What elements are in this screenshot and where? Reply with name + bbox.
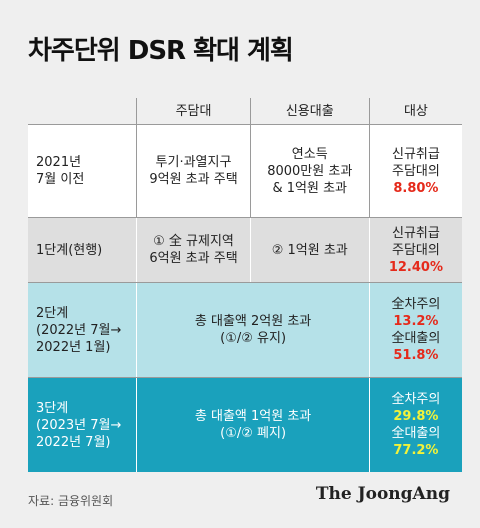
target-line: 신규취급 — [392, 225, 440, 241]
target-line: 주담대의 — [392, 242, 440, 258]
mortgage-line: 투기·과열지구 — [155, 155, 232, 170]
row-label-line: 2021년 — [36, 155, 82, 170]
condition-line: 총 대출액 1억원 초과 — [194, 409, 312, 424]
dsr-plan-table: 주담대 신용대출 대상 2021년 7월 이전 투기·과열지구 9억원 초과 주… — [28, 98, 462, 472]
mortgage-line: 9억원 초과 주택 — [149, 172, 238, 187]
credit-cell: ② 1억원 초과 — [250, 217, 370, 283]
header-target: 대상 — [369, 98, 462, 125]
table-row: 3단계 (2023년 7월→ 2022년 7월) 총 대출액 1억원 초과 (①… — [28, 377, 462, 472]
credit-line: 연소득 — [291, 146, 328, 162]
mortgage-cell: ① 全 규제지역 6억원 초과 주택 — [136, 217, 251, 283]
row-label: 3단계 (2023년 7월→ 2022년 7월) — [28, 377, 138, 472]
target-cell: 全차주의 13.2% 全대출의 51.8% — [369, 282, 462, 378]
mortgage-cell: 투기·과열지구 9억원 초과 주택 — [136, 124, 251, 218]
table-row: 2021년 7월 이전 투기·과열지구 9억원 초과 주택 연소득 8000만원… — [28, 124, 462, 218]
target-line: 全대출의 — [391, 331, 441, 346]
header-credit: 신용대출 — [250, 98, 370, 125]
target-line: 신규취급 — [392, 146, 440, 162]
merged-condition-cell: 총 대출액 1억원 초과 (①/② 폐지) — [136, 377, 370, 472]
row-label-line: 2단계 — [36, 305, 69, 321]
merged-condition-cell: 총 대출액 2억원 초과 (①/② 유지) — [136, 282, 370, 378]
credit-line: 8000만원 초과 — [267, 163, 353, 179]
row-label: 2021년 7월 이전 — [28, 124, 138, 218]
target-cell: 신규취급 주담대의 12.40% — [369, 217, 462, 283]
target-value: 29.8% — [393, 409, 439, 424]
row-label-line: 1단계(현행) — [36, 242, 103, 258]
page-title: 차주단위 DSR 확대 계획 — [28, 36, 294, 66]
target-line: 주담대의 — [392, 163, 440, 179]
header-mortgage: 주담대 — [136, 98, 251, 125]
row-label-line: 3단계 — [36, 400, 69, 416]
target-value: 8.80% — [393, 180, 439, 196]
target-line: 全대출의 — [391, 426, 441, 441]
row-label: 2단계 (2022년 7월→ 2022년 1월) — [28, 282, 138, 378]
mortgage-line: ① 全 규제지역 — [153, 234, 234, 249]
condition-line: 총 대출액 2억원 초과 — [194, 314, 312, 329]
table-row: 2단계 (2022년 7월→ 2022년 1월) 총 대출액 2억원 초과 (①… — [28, 282, 462, 378]
condition-line: (①/② 폐지) — [220, 426, 287, 441]
row-label: 1단계(현행) — [28, 217, 138, 283]
source-note: 자료: 금융위원회 — [28, 494, 114, 508]
condition-line: (①/② 유지) — [220, 331, 287, 346]
publisher-logo: The JoongAng — [315, 484, 450, 504]
row-label-line: (2022년 7월→ — [36, 322, 122, 338]
mortgage-line: 6억원 초과 주택 — [149, 251, 238, 266]
target-value: 51.8% — [393, 348, 439, 363]
target-cell: 신규취급 주담대의 8.80% — [369, 124, 462, 218]
table-row: 1단계(현행) ① 全 규제지역 6억원 초과 주택 ② 1억원 초과 신규취급… — [28, 217, 462, 283]
row-label-line: 2022년 1월) — [36, 339, 111, 355]
target-line: 全차주의 — [391, 297, 441, 312]
header-empty-cell — [28, 98, 138, 125]
credit-cell: 연소득 8000만원 초과 & 1억원 초과 — [250, 124, 370, 218]
row-label-line: (2023년 7월→ — [36, 417, 122, 433]
credit-line: & 1억원 초과 — [272, 180, 347, 196]
target-value: 77.2% — [393, 443, 439, 458]
target-line: 全차주의 — [391, 392, 441, 407]
table-header-row: 주담대 신용대출 대상 — [28, 98, 462, 125]
target-cell: 全차주의 29.8% 全대출의 77.2% — [369, 377, 462, 472]
target-value: 12.40% — [388, 259, 443, 275]
credit-line: ② 1억원 초과 — [271, 242, 348, 258]
target-value: 13.2% — [393, 314, 439, 329]
row-label-line: 7월 이전 — [36, 172, 85, 187]
row-label-line: 2022년 7월) — [36, 434, 111, 450]
